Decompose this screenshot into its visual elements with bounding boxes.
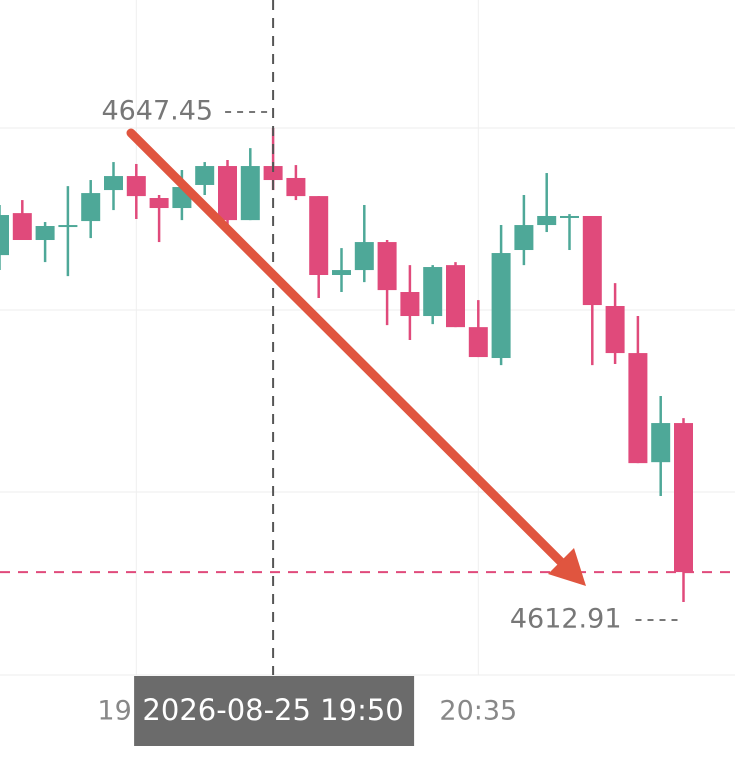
arrow (126, 128, 586, 586)
candle-body (81, 193, 101, 222)
candle-body (605, 306, 625, 354)
candle-body (423, 267, 443, 317)
candle-body (491, 253, 511, 359)
candle-body (104, 176, 123, 191)
h-grid (0, 127, 735, 676)
candle-body (651, 423, 671, 463)
candle-body (332, 270, 351, 275)
candle-body (240, 166, 260, 221)
candle-body (468, 327, 488, 358)
candle-body (377, 242, 397, 291)
candle-body (446, 265, 465, 328)
x-tick-label: 20:35 (439, 696, 517, 727)
crosshair-label-box (134, 676, 415, 746)
candle-body (0, 215, 9, 256)
candles (0, 128, 693, 602)
arrow-head (548, 548, 586, 586)
arrow-line (126, 128, 567, 568)
crosshair-label: 2026-08-25 19:50 (142, 693, 403, 727)
candle-body (400, 292, 420, 317)
candle-body (149, 198, 169, 209)
candle-body (126, 176, 146, 197)
candle-body (514, 225, 534, 251)
candle-body (195, 166, 215, 185)
candle-body (35, 226, 55, 241)
candle-body (354, 242, 374, 271)
candle-body (537, 215, 557, 226)
min-label: 4612.91 (510, 603, 622, 634)
candle-body (628, 353, 648, 464)
candle-body (58, 225, 78, 228)
candle-body (560, 215, 579, 218)
candle-body (674, 423, 693, 573)
candle-body (309, 196, 329, 275)
candle-body (263, 166, 283, 181)
max-label: 4647.45 (101, 96, 213, 127)
candle-body (218, 166, 237, 221)
candle-body (12, 213, 32, 241)
candle-body (582, 215, 602, 306)
candle-body (286, 177, 306, 197)
